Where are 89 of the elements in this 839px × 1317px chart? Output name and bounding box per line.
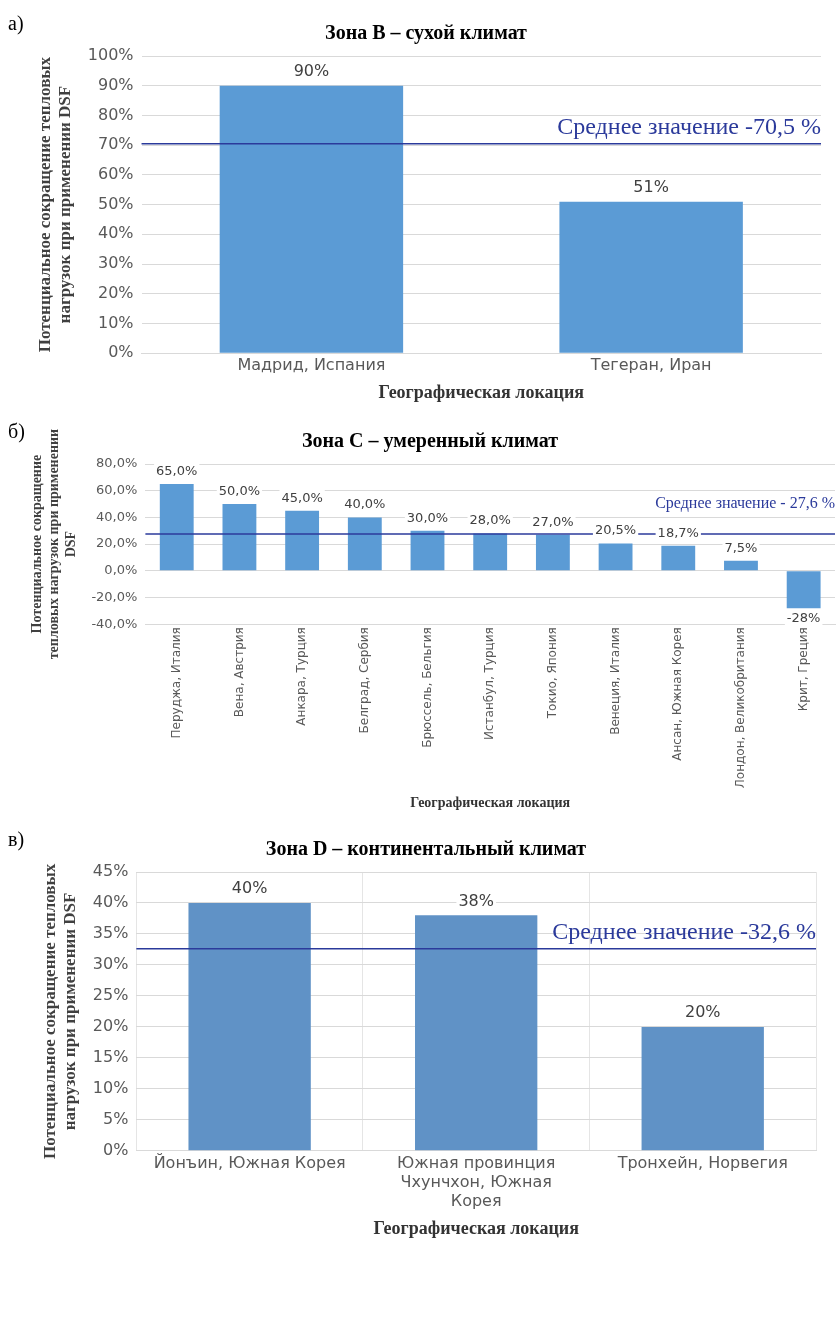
x-tick-label: Белград, Сербия <box>356 627 371 734</box>
data-label: 65,0% <box>155 462 198 478</box>
y-tick-label: 35% <box>92 923 129 943</box>
y-tick-label: 40,0% <box>95 508 138 524</box>
y-tick-label: 0% <box>108 342 134 362</box>
data-label: 50,0% <box>218 482 260 498</box>
y-tick-label: 70% <box>97 134 134 154</box>
y-tick-label: 0,0% <box>104 562 138 578</box>
ref-line-label: Среднее значение - 27,6 % <box>655 494 835 513</box>
y-tick-label: 80,0% <box>95 455 138 471</box>
text: б) <box>8 420 25 442</box>
data-label: 7,5% <box>724 539 758 555</box>
bar <box>598 543 633 571</box>
bar <box>786 571 821 609</box>
y-tick-label: 15% <box>92 1047 129 1067</box>
x-axis-title: Географическая локация <box>378 381 585 402</box>
data-label: 38% <box>458 890 494 910</box>
y-tick-label: 5% <box>102 1108 129 1128</box>
data-label: 27,0% <box>532 513 574 529</box>
y-tick-label: 30% <box>92 954 129 974</box>
x-tick-label: Тронхейн, Норвегия <box>616 1152 788 1172</box>
chart-title: Зона C – умеренный климат <box>301 429 559 453</box>
chart-title: Зона B – сухой климат <box>325 21 528 45</box>
bar <box>410 530 445 571</box>
data-label: 30,0% <box>406 509 448 525</box>
ref-line-label: Среднее значение -32,6 % <box>552 918 817 945</box>
y-tick-label: 80% <box>97 104 134 124</box>
y-tick-label: 90% <box>97 74 134 94</box>
bar <box>285 510 319 571</box>
x-tick-label: Лондон, Великобритания <box>732 627 747 789</box>
chart-title: Зона D – континентальный климат <box>265 837 587 860</box>
x-tick-label: Южная провинция Чхунчхон, Южная Корея <box>397 1152 556 1210</box>
bar <box>222 504 257 571</box>
data-label: 90% <box>293 60 330 80</box>
bar <box>159 484 194 571</box>
y-tick-label: 10% <box>97 312 134 332</box>
x-axis-title: Географическая локация <box>373 1217 580 1238</box>
y-tick-label: 30% <box>97 253 134 273</box>
y-tick-label: 20,0% <box>95 535 138 551</box>
data-label: 40,0% <box>344 496 386 512</box>
text: в) <box>8 828 25 850</box>
x-tick-label: Вена, Австрия <box>231 627 246 718</box>
data-label: 20,5% <box>594 522 637 538</box>
data-label: -28% <box>786 610 821 626</box>
bar <box>535 534 570 571</box>
data-label: 40% <box>231 878 268 898</box>
y-axis-title: Потенциальное сокращение тепловых нагрузок при применении DSF <box>28 428 78 660</box>
data-label: 28,0% <box>469 512 511 528</box>
y-tick-label: 25% <box>92 985 129 1005</box>
bar <box>723 560 758 571</box>
x-tick-label: Истанбул, Турция <box>482 627 497 740</box>
y-tick-label: 45% <box>92 861 129 881</box>
bar <box>347 517 382 571</box>
text: а) <box>8 12 24 34</box>
data-label: 18,7% <box>657 524 699 540</box>
x-tick-label: Брюссель, Бельгия <box>419 627 434 748</box>
y-tick-label: 40% <box>92 892 129 912</box>
data-label: 20% <box>684 1002 721 1022</box>
y-tick-label: -40,0% <box>91 615 138 631</box>
y-axis-title: Потенциальное сокращение тепловых нагрузок при применении DSF <box>39 863 79 1160</box>
x-tick-label: Ансан, Южная Корея <box>670 627 685 761</box>
x-tick-label: Мадрид, Испания <box>237 354 386 374</box>
data-label: 51% <box>633 176 669 196</box>
y-tick-label: -20,0% <box>91 588 138 604</box>
y-tick-label: 20% <box>97 282 134 302</box>
bar <box>473 533 507 571</box>
x-tick-label: Венеция, Италия <box>607 627 622 735</box>
y-axis-title: Потенциальное сокращение тепловых нагрузок при применении DSF <box>34 56 74 353</box>
bar <box>188 902 311 1151</box>
ref-line-label: Среднее значение -70,5 % <box>557 112 822 139</box>
x-tick-label: Перуджа, Италия <box>168 627 183 739</box>
y-tick-label: 10% <box>92 1078 129 1097</box>
y-tick-label: 60% <box>97 164 134 184</box>
x-tick-label: Тегеран, Иран <box>589 354 712 374</box>
x-tick-label: Крит, Греция <box>795 627 810 712</box>
bar <box>661 545 696 571</box>
bar <box>415 915 538 1151</box>
y-tick-label: 40% <box>97 223 134 243</box>
bar <box>641 1026 764 1151</box>
x-tick-label: Йонъин, Южная Корея <box>153 1152 346 1172</box>
data-label: 45,0% <box>281 489 323 505</box>
x-tick-label: Анкара, Турция <box>294 627 309 726</box>
y-tick-label: 100% <box>87 45 134 65</box>
y-tick-label: 0% <box>102 1139 129 1159</box>
y-tick-label: 50% <box>97 193 134 213</box>
x-tick-label: Токио, Япония <box>544 627 559 720</box>
x-axis-title: Географическая локация <box>410 795 571 811</box>
y-tick-label: 60,0% <box>95 482 138 498</box>
y-tick-label: 20% <box>92 1016 129 1036</box>
